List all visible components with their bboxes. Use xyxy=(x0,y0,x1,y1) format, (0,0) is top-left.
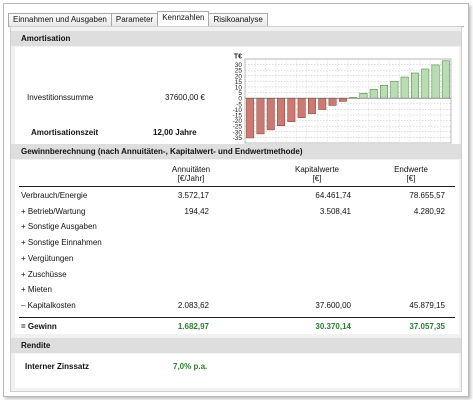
chart-bar xyxy=(369,88,378,99)
chart-bar xyxy=(421,68,430,99)
tab-parameter[interactable]: Parameter xyxy=(110,13,159,26)
tab-einnahmen-ausgaben[interactable]: Einnahmen und Ausgaben xyxy=(8,13,112,26)
y-tick-label: 10 xyxy=(235,85,243,92)
rendite-title: Rendite xyxy=(11,338,461,353)
row-annuitaet: 194,42 xyxy=(184,207,209,216)
chart-bar xyxy=(338,97,347,102)
amortisation-section: Investitionssumme 37600,00 € Amortisatio… xyxy=(15,47,459,155)
chart-bar xyxy=(410,72,419,99)
y-tick-label: 30 xyxy=(235,62,243,69)
total-endwert: 37.057,35 xyxy=(409,322,445,331)
amortisationszeit-value: 12,00 Jahre xyxy=(153,128,197,137)
row-label: + Betrieb/Wartung xyxy=(21,207,86,216)
header-annuitaeten-unit: [€/Jahr] xyxy=(177,174,205,183)
y-tick-label: -15 xyxy=(233,113,243,120)
row-label: – Kapitalkosten xyxy=(21,301,76,310)
total-annuitaet: 1.682,97 xyxy=(177,322,209,331)
chart-bar xyxy=(380,84,389,99)
row-label: + Sonstige Ausgaben xyxy=(21,222,97,231)
header-kapitalwerte-unit: [€] xyxy=(312,174,322,183)
chart-bar xyxy=(287,97,296,122)
y-tick-label: 20 xyxy=(235,73,243,80)
y-tick-label: -20 xyxy=(233,118,243,125)
amortisationszeit-label: Amortisationszeit xyxy=(31,128,99,137)
y-tick-label: 15 xyxy=(235,79,243,86)
y-unit-label: T€ xyxy=(234,54,242,61)
chart-bar xyxy=(318,97,327,110)
investitionssumme-value: 37600,00 € xyxy=(164,93,205,102)
chart-bar xyxy=(359,93,368,99)
row-annuitaet: 2.083,62 xyxy=(177,301,209,310)
header-rule xyxy=(19,186,455,187)
amortisation-chart: 302520151050-5-10-15-20-25-30-35T€123456… xyxy=(233,54,452,153)
tab-risikoanalyse[interactable]: Risikoanalyse xyxy=(208,13,268,26)
interner-zinssatz-value: 7,0% p.a. xyxy=(173,362,208,371)
y-tick-label: -5 xyxy=(236,101,242,108)
y-tick-label: 25 xyxy=(235,68,243,75)
chart-bar xyxy=(246,97,255,139)
y-tick-label: -25 xyxy=(233,124,243,131)
investitionssumme-label: Investitionssumme xyxy=(27,93,94,102)
tab-bar: Einnahmen und Ausgaben Parameter Kennzah… xyxy=(8,11,268,26)
chart-bar xyxy=(390,80,399,99)
total-rule xyxy=(19,317,455,318)
tab-kennzahlen[interactable]: Kennzahlen xyxy=(157,11,210,26)
row-endwert: 45.879,15 xyxy=(409,301,445,310)
row-label: + Mieten xyxy=(21,285,52,294)
row-label: + Vergütungen xyxy=(21,254,74,263)
y-tick-label: -10 xyxy=(233,107,243,114)
chart-bar xyxy=(256,97,265,135)
row-annuitaet: 3.572,17 xyxy=(177,191,209,200)
amortisation-title: Amortisation xyxy=(11,31,461,46)
chart-bar xyxy=(441,60,450,99)
chart-bar xyxy=(400,76,409,99)
row-kapitalwert: 37.600,00 xyxy=(315,301,351,310)
rendite-section: Interner Zinssatz 7,0% p.a. xyxy=(15,354,459,388)
gewinn-title: Gewinnberechnung (nach Annuitäten-, Kapi… xyxy=(11,144,461,159)
header-annuitaeten: Annuitäten xyxy=(171,165,211,174)
total-label: = Gewinn xyxy=(21,322,57,331)
row-label: + Zuschüsse xyxy=(21,270,67,279)
interner-zinssatz-label: Interner Zinssatz xyxy=(25,362,90,371)
header-endwerte-unit: [€] xyxy=(406,174,416,183)
y-tick-label: 0 xyxy=(238,96,242,103)
row-endwert: 4.280,92 xyxy=(413,207,445,216)
gewinn-section: Annuitäten [€/Jahr] Kapitalwerte [€] End… xyxy=(15,160,459,334)
chart-bar xyxy=(307,97,316,114)
kennzahlen-panel: Amortisation Investitionssumme 37600,00 … xyxy=(10,26,462,392)
y-tick-label: -30 xyxy=(233,129,243,136)
total-kapitalwert: 30.370,14 xyxy=(315,322,351,331)
row-endwert: 78.655,57 xyxy=(409,191,445,200)
row-kapitalwert: 3.508,41 xyxy=(319,207,351,216)
row-label: Verbrauch/Energie xyxy=(21,191,88,200)
y-tick-label: 5 xyxy=(238,90,242,97)
chart-bar xyxy=(431,64,440,99)
chart-bar xyxy=(266,97,275,131)
header-kapitalwerte: Kapitalwerte xyxy=(294,165,340,174)
chart-bar xyxy=(297,97,306,118)
chart-bar xyxy=(277,97,286,127)
row-kapitalwert: 64.461,74 xyxy=(315,191,351,200)
y-tick-label: -35 xyxy=(233,135,243,142)
row-label: + Sonstige Einnahmen xyxy=(21,238,102,247)
header-endwerte: Endwerte xyxy=(394,165,428,174)
chart-bar xyxy=(328,97,337,106)
